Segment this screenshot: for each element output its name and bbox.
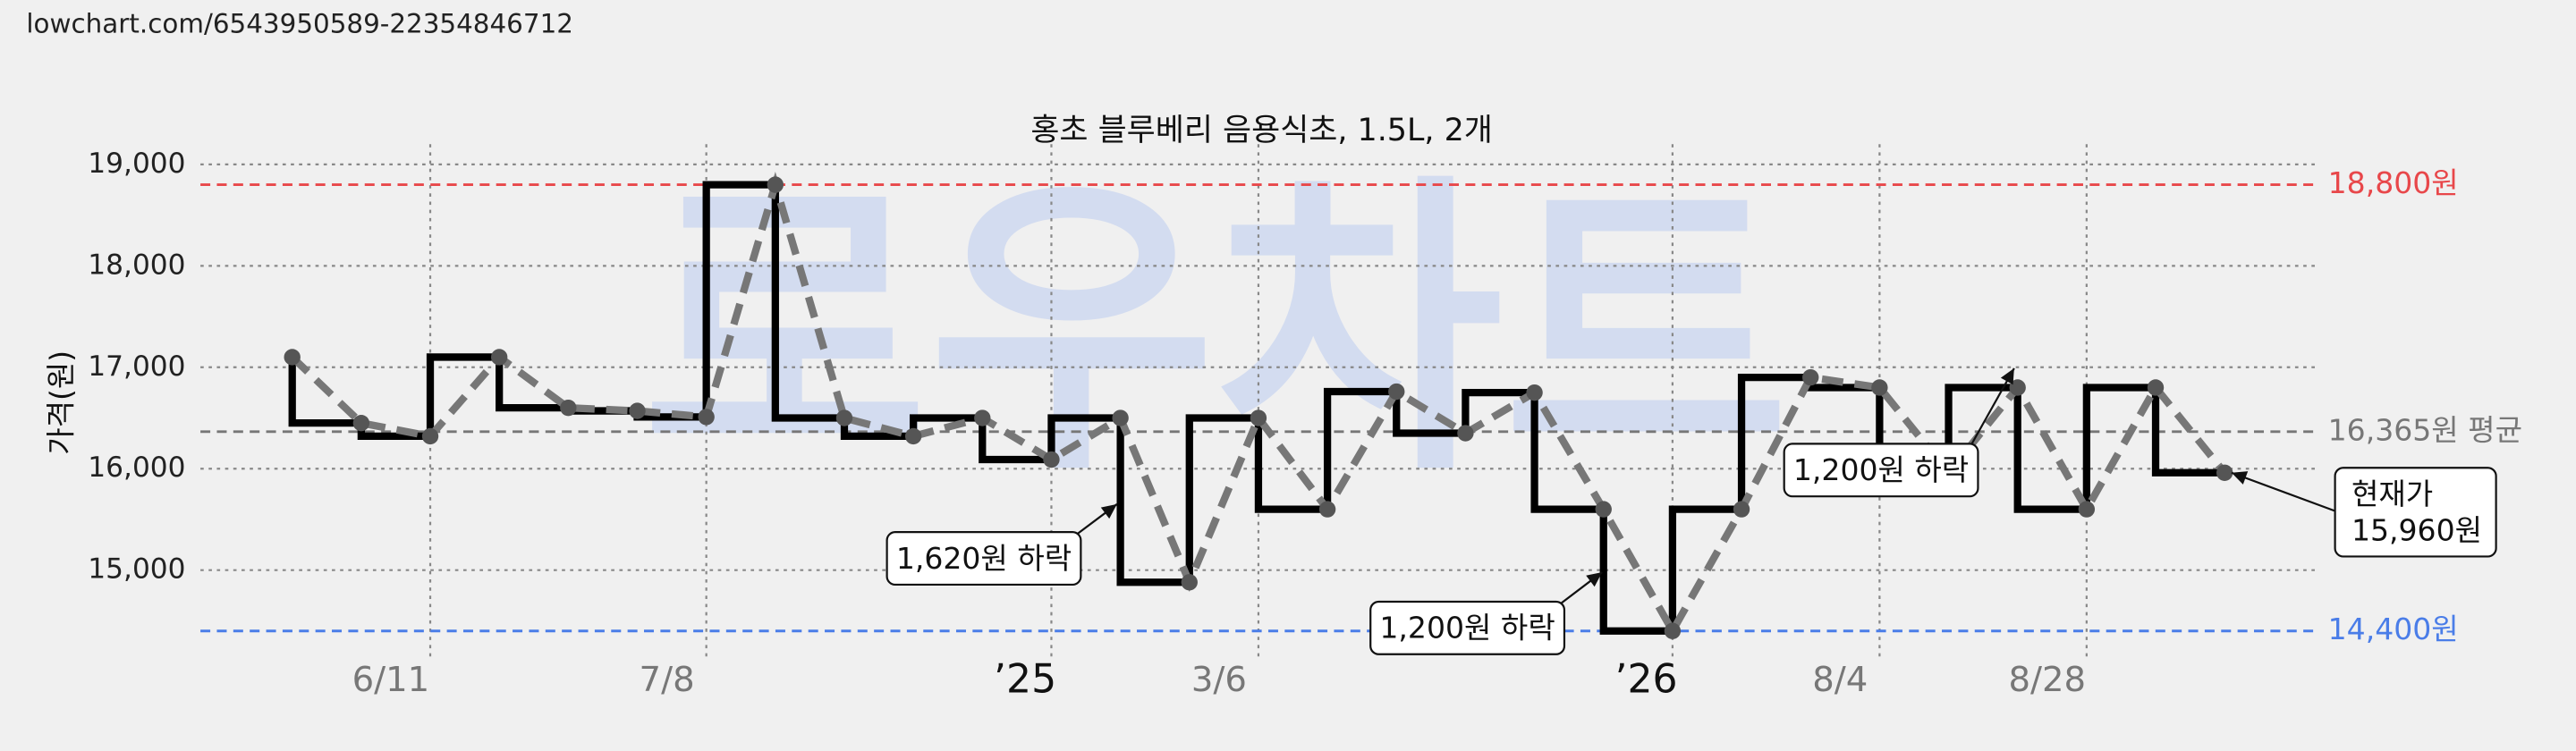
point [1250,409,1267,426]
point [698,409,715,426]
x-tick-label: 8/4 [1812,660,1868,700]
annotation-text: 1,200원 하락 [1793,452,1969,487]
point [1181,574,1198,591]
point [2078,501,2096,518]
chart-title: 홍초 블루베리 음용식초, 1.5L, 2개 [1030,113,1493,148]
point [490,349,508,366]
x-tick-label: 8/28 [2008,660,2086,700]
reference-label: 16,365원 평균 [2328,412,2522,447]
x-tick-label: ’25 [994,657,1056,703]
point [1664,622,1682,639]
x-tick-label: 3/6 [1191,660,1247,700]
point [421,427,439,445]
point [904,427,922,445]
y-tick-label: 15,000 [88,553,185,586]
annotation-box [1369,600,1566,655]
y-tick-label: 17,000 [88,350,185,383]
point [835,409,853,426]
y-tick-label: 16,000 [88,451,185,484]
annotation-text: 15,960원 [2351,512,2482,547]
annotation-box [1783,443,1979,498]
watermark: 로우차트 [641,150,1790,513]
point [1595,501,1612,518]
annotation-arrowhead [1100,503,1117,519]
url: lowchart.com/6543950589-22354846712 [26,8,573,38]
y-tick-label: 19,000 [88,148,185,180]
annotation-arrow [1967,367,2015,451]
point [1043,451,1060,468]
x-tick-label: ’26 [1614,657,1677,703]
annotation-arrowhead [2231,471,2249,485]
point [1526,384,1543,401]
point [974,409,991,426]
point [352,414,370,432]
y-tick-label: 18,000 [88,249,185,281]
x-tick-label: 7/8 [640,660,695,700]
annotation-arrowhead [1586,571,1603,587]
point [2216,464,2233,481]
reference-label: 14,400원 [2328,612,2459,646]
annotation-box [2334,467,2497,558]
annotation-arrowhead [2000,367,2014,385]
point [560,399,577,417]
annotation-box [886,531,1082,586]
point [629,402,646,419]
point [2009,379,2026,396]
point [1318,501,1336,518]
dashed-line [289,172,2228,639]
annotation-arrow [2231,471,2339,513]
point [1388,383,1405,401]
reference-label: 18,800원 [2328,165,2459,200]
annotation-text: 1,200원 하락 [1379,611,1555,646]
point [1871,379,1888,396]
point [767,176,784,193]
point [1457,425,1474,442]
x-tick-label: 6/11 [352,660,430,700]
point [1802,368,1819,386]
point [1112,409,1129,426]
point [1733,501,1750,518]
y-axis-label: 가격(원) [43,350,78,455]
annotation-text: 1,620원 하락 [896,541,1072,576]
point [284,349,301,366]
point [2147,379,2165,396]
annotation-text: 현재가 [2351,477,2433,511]
